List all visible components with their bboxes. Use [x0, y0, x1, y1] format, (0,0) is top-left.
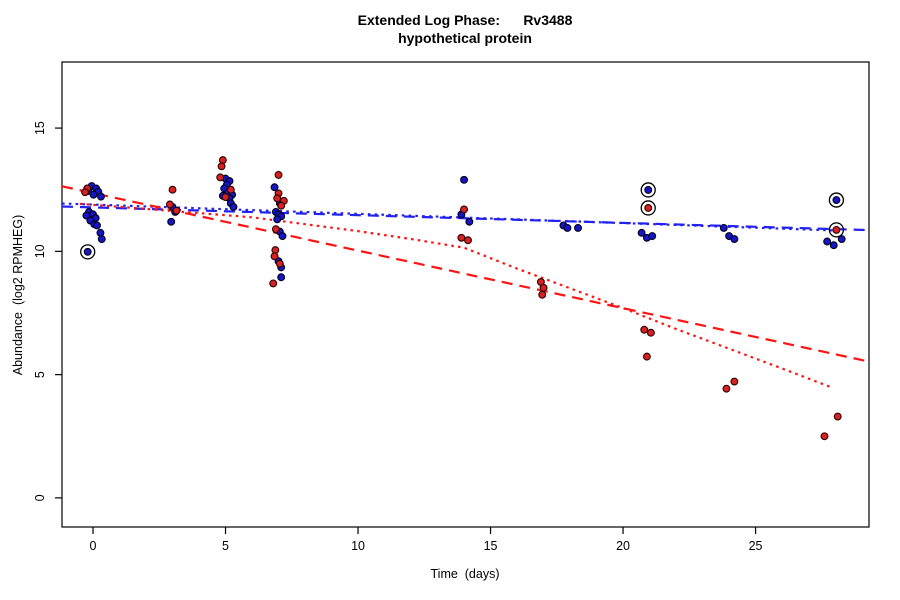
y-tick-label: 5 [33, 371, 47, 378]
data-point-red [539, 283, 548, 292]
data-point-red [730, 377, 739, 386]
data-point-red [274, 170, 283, 179]
data-point-red [646, 328, 655, 337]
x-tick-label: 0 [90, 539, 97, 553]
data-point-red [273, 194, 282, 203]
chart-title: Extended Log Phase: Rv3488 [357, 12, 573, 28]
chart-subtitle: hypothetical protein [398, 30, 532, 46]
outlier-ring [80, 244, 96, 260]
outlier-ring [828, 222, 845, 238]
outlier-ring [828, 192, 845, 208]
data-point-blue [89, 190, 98, 199]
data-point-red [820, 432, 829, 441]
data-point-blue [465, 217, 474, 226]
x-tick-label: 25 [749, 539, 763, 553]
data-point-blue [730, 235, 739, 243]
y-tick-label: 10 [33, 244, 47, 258]
data-point-blue [273, 215, 282, 224]
data-point-red [457, 233, 466, 242]
y-axis-label: Abundance (log2 RPMHEG) [11, 214, 25, 376]
data-point-red [165, 200, 174, 209]
y-tick-label: 0 [33, 494, 47, 501]
data-point-blue [277, 273, 286, 282]
data-point-red [642, 352, 651, 361]
data-point-red [270, 252, 279, 261]
data-point-red [277, 201, 286, 210]
data-point-blue [278, 232, 287, 241]
data-point-blue [574, 223, 582, 232]
outlier-ring [640, 200, 656, 216]
data-point-red [226, 185, 235, 194]
data-point-red [275, 259, 284, 268]
data-point-blue [563, 223, 572, 232]
data-point-red [722, 384, 731, 393]
x-tick-label: 5 [222, 539, 229, 553]
data-point-blue [460, 175, 468, 184]
x-tick-label: 10 [351, 539, 365, 553]
data-point-blue [82, 211, 91, 220]
x-tick-label: 15 [484, 539, 498, 553]
data-point-blue [229, 203, 238, 211]
data-point-blue [97, 235, 106, 243]
data-point-blue [97, 192, 105, 201]
data-point-red [640, 325, 649, 334]
trend-line-red-fit-dotted [79, 202, 833, 389]
data-point-blue [83, 247, 92, 256]
data-point-red [81, 188, 90, 197]
data-point-red [271, 225, 280, 234]
data-point-blue [270, 183, 279, 192]
data-point-red [216, 173, 225, 182]
data-point-blue [823, 237, 832, 246]
plot-frame [61, 61, 870, 528]
x-axis-label: Time (days) [430, 567, 500, 581]
data-point-blue [644, 186, 653, 194]
data-point-blue [837, 235, 846, 243]
data-point-blue [648, 232, 657, 241]
data-point-red [538, 290, 547, 299]
data-point-red [460, 205, 468, 214]
data-point-red [833, 412, 842, 421]
trend-line-red-fit-dashed [61, 185, 870, 363]
data-point-blue [832, 196, 841, 205]
data-point-blue [719, 223, 728, 232]
data-point-red [217, 162, 226, 171]
y-tick-label: 15 [33, 121, 47, 135]
data-point-red [464, 236, 472, 245]
outlier-ring [640, 182, 656, 198]
data-point-red [644, 204, 653, 212]
data-point-blue [167, 217, 176, 226]
data-point-blue [829, 241, 838, 250]
data-point-blue [637, 228, 646, 237]
data-point-red [168, 185, 177, 194]
data-point-blue [93, 221, 101, 230]
data-point-red [832, 225, 841, 234]
data-point-red [269, 279, 278, 288]
data-point-red [172, 206, 181, 215]
data-point-red [221, 193, 230, 202]
x-tick-label: 20 [616, 539, 630, 553]
